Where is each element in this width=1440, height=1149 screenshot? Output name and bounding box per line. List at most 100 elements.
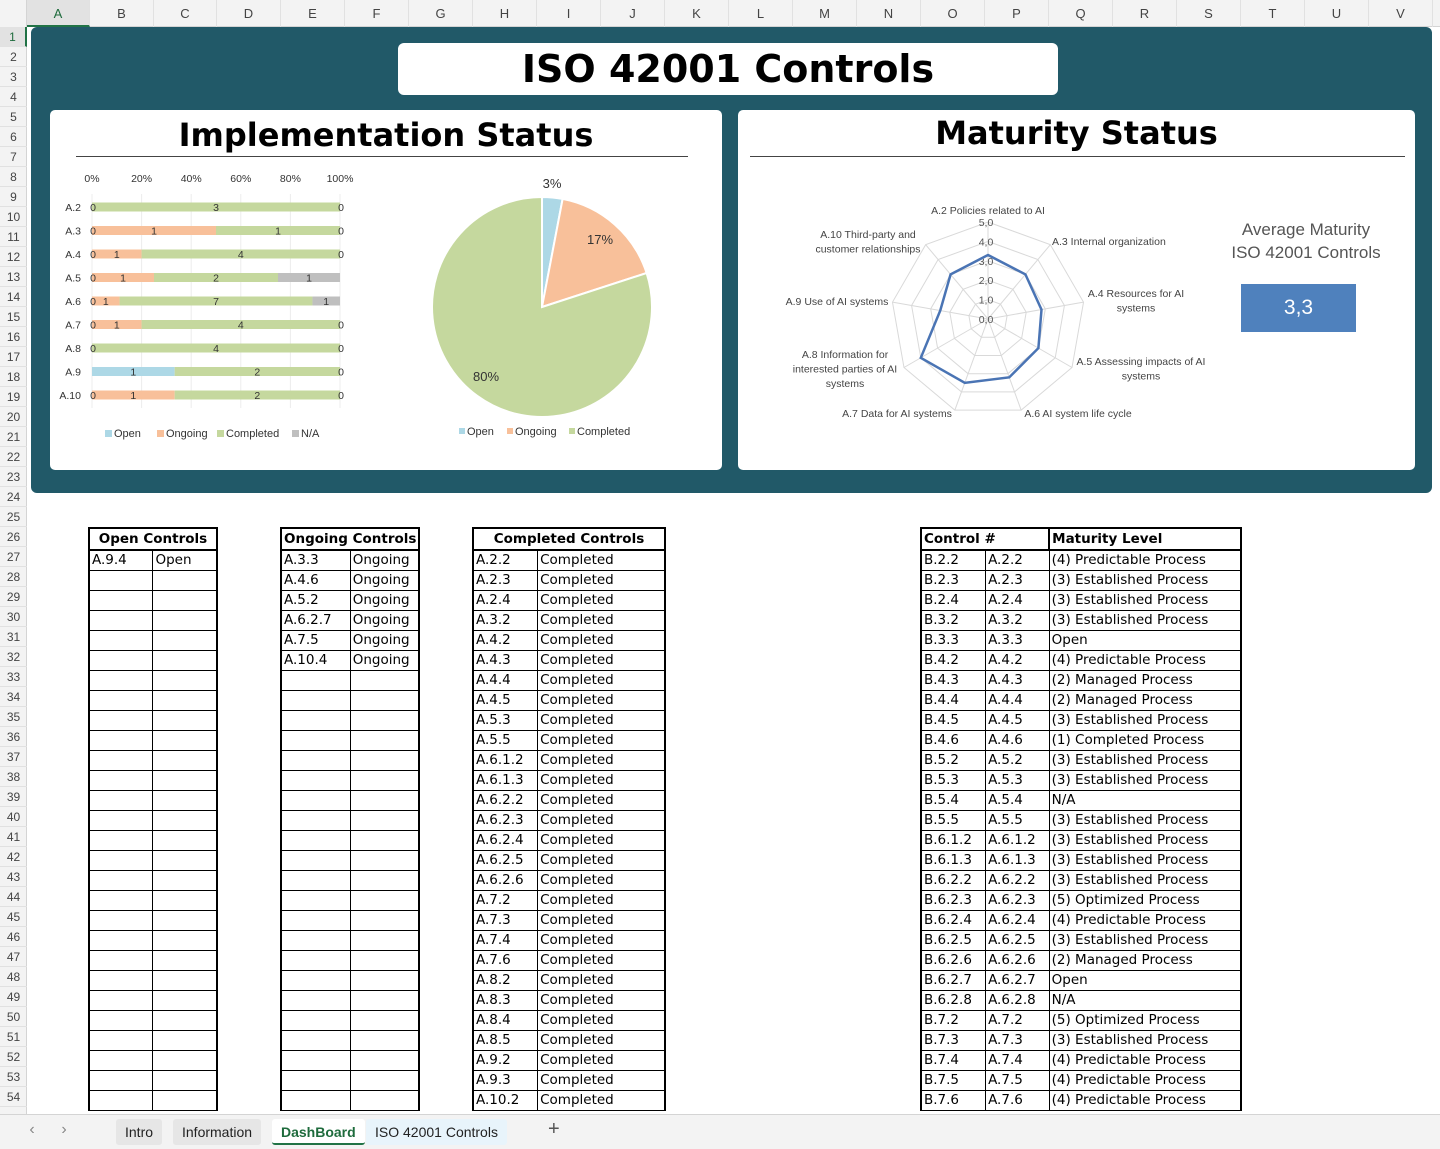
bar-segment[interactable] — [216, 226, 340, 235]
control-id-cell[interactable]: A.7.5 — [279, 629, 351, 651]
control-id-cell[interactable]: B.6.1.3 — [920, 849, 987, 871]
control-id-cell[interactable]: A.7.5 — [985, 1069, 1050, 1091]
control-id-cell[interactable]: A.6.2.6 — [985, 949, 1050, 971]
control-id-cell[interactable]: A.2.3 — [985, 569, 1050, 591]
row-header-35[interactable]: 35 — [0, 707, 27, 727]
control-id-cell[interactable]: B.3.2 — [920, 609, 987, 631]
bar-segment[interactable] — [141, 320, 340, 329]
control-id-cell[interactable] — [88, 849, 154, 871]
control-id-cell[interactable] — [88, 569, 154, 591]
maturity-level-cell[interactable]: (3) Established Process — [1048, 809, 1242, 831]
row-header-38[interactable]: 38 — [0, 767, 27, 787]
control-id-cell[interactable]: A.2.3 — [472, 569, 539, 591]
select-all-corner[interactable] — [0, 0, 27, 27]
status-cell[interactable]: Completed — [537, 969, 667, 991]
column-header-L[interactable]: L — [729, 0, 793, 27]
control-id-cell[interactable] — [279, 729, 351, 751]
status-cell[interactable] — [152, 689, 219, 711]
row-header-37[interactable]: 37 — [0, 747, 27, 767]
control-id-cell[interactable] — [279, 829, 351, 851]
row-header-43[interactable]: 43 — [0, 867, 27, 887]
control-id-cell[interactable]: A.5.2 — [985, 749, 1050, 771]
tab-intro[interactable]: Intro — [116, 1119, 163, 1145]
row-header-25[interactable]: 25 — [0, 507, 27, 527]
status-cell[interactable] — [349, 769, 421, 791]
control-id-cell[interactable]: A.3.3 — [985, 629, 1050, 651]
control-id-cell[interactable]: A.9.2 — [472, 1049, 539, 1071]
column-header-T[interactable]: T — [1241, 0, 1305, 27]
control-id-cell[interactable] — [279, 1089, 351, 1111]
control-id-cell[interactable]: A.3.3 — [279, 549, 351, 571]
control-id-cell[interactable]: A.7.3 — [472, 909, 539, 931]
column-header-P[interactable]: P — [985, 0, 1049, 27]
control-id-cell[interactable] — [279, 989, 351, 1011]
control-id-cell[interactable]: A.10.2 — [472, 1089, 539, 1111]
control-id-cell[interactable] — [88, 929, 154, 951]
row-header-31[interactable]: 31 — [0, 627, 27, 647]
row-header-42[interactable]: 42 — [0, 847, 27, 867]
bar-segment[interactable] — [174, 367, 340, 376]
status-cell[interactable] — [152, 1029, 219, 1051]
row-header-40[interactable]: 40 — [0, 807, 27, 827]
row-header-13[interactable]: 13 — [0, 267, 27, 287]
pie-slice[interactable] — [540, 197, 648, 309]
row-header-6[interactable]: 6 — [0, 127, 27, 147]
control-id-cell[interactable]: A.6.2.4 — [985, 909, 1050, 931]
bar-segment[interactable] — [92, 202, 340, 212]
status-cell[interactable]: Completed — [537, 829, 667, 851]
control-id-cell[interactable]: A.8.2 — [472, 969, 539, 991]
row-header-48[interactable]: 48 — [0, 967, 27, 987]
status-cell[interactable] — [152, 749, 219, 771]
status-cell[interactable] — [152, 1089, 219, 1111]
column-header-J[interactable]: J — [601, 0, 665, 27]
tab-information[interactable]: Information — [173, 1119, 262, 1145]
control-id-cell[interactable]: A.4.6 — [279, 569, 351, 591]
control-id-cell[interactable] — [279, 869, 351, 891]
control-id-cell[interactable]: A.4.2 — [985, 649, 1050, 671]
status-cell[interactable]: Ongoing — [349, 569, 421, 591]
status-cell[interactable]: Completed — [537, 889, 667, 911]
row-header-11[interactable]: 11 — [0, 227, 27, 247]
status-cell[interactable] — [349, 929, 421, 951]
control-id-cell[interactable]: A.4.3 — [985, 669, 1050, 691]
control-id-cell[interactable]: A.6.1.3 — [472, 769, 539, 791]
control-id-cell[interactable]: A.4.3 — [472, 649, 539, 671]
bar-segment[interactable] — [92, 226, 216, 235]
control-id-cell[interactable] — [88, 609, 154, 631]
status-cell[interactable] — [349, 1049, 421, 1071]
control-id-cell[interactable]: A.6.1.3 — [985, 849, 1050, 871]
control-id-cell[interactable] — [279, 929, 351, 951]
status-cell[interactable] — [349, 709, 421, 731]
control-id-cell[interactable]: B.5.3 — [920, 769, 987, 791]
control-id-cell[interactable] — [88, 809, 154, 831]
status-cell[interactable]: Completed — [537, 1089, 667, 1111]
control-id-cell[interactable]: A.6.2.2 — [985, 869, 1050, 891]
status-cell[interactable] — [152, 1049, 219, 1071]
status-cell[interactable]: Completed — [537, 909, 667, 931]
status-cell[interactable] — [152, 889, 219, 911]
status-cell[interactable] — [152, 729, 219, 751]
control-id-cell[interactable]: B.2.4 — [920, 589, 987, 611]
status-cell[interactable] — [152, 569, 219, 591]
status-cell[interactable] — [349, 689, 421, 711]
control-id-cell[interactable] — [279, 969, 351, 991]
control-id-cell[interactable] — [88, 949, 154, 971]
status-cell[interactable] — [349, 889, 421, 911]
row-header-46[interactable]: 46 — [0, 927, 27, 947]
column-header-A[interactable]: A — [27, 0, 90, 27]
maturity-level-cell[interactable]: (2) Managed Process — [1048, 949, 1242, 971]
row-header-26[interactable]: 26 — [0, 527, 27, 547]
control-id-cell[interactable] — [88, 1029, 154, 1051]
tab-dashboard[interactable]: DashBoard — [272, 1119, 365, 1145]
bar-segment[interactable] — [92, 273, 154, 282]
status-cell[interactable]: Completed — [537, 1049, 667, 1071]
control-id-cell[interactable]: A.6.2.8 — [985, 989, 1050, 1011]
control-id-cell[interactable] — [279, 709, 351, 731]
row-header-17[interactable]: 17 — [0, 347, 27, 367]
status-cell[interactable] — [349, 849, 421, 871]
status-cell[interactable] — [152, 929, 219, 951]
maturity-level-cell[interactable]: (5) Optimized Process — [1048, 889, 1242, 911]
chevron-right-icon[interactable]: › — [61, 1121, 67, 1138]
status-cell[interactable]: Completed — [537, 689, 667, 711]
status-cell[interactable] — [152, 909, 219, 931]
